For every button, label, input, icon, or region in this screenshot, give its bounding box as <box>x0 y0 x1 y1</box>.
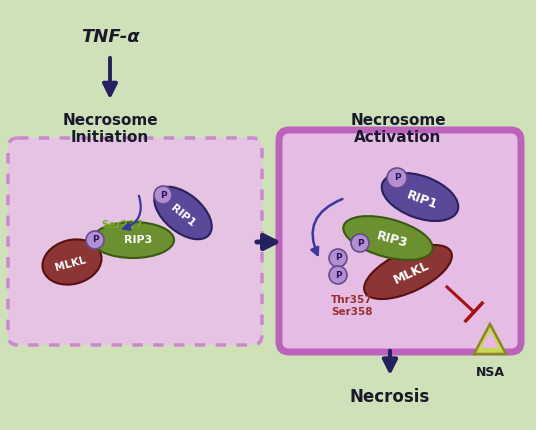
Polygon shape <box>474 324 506 354</box>
Ellipse shape <box>343 216 433 260</box>
Text: MLKL: MLKL <box>392 259 432 287</box>
Text: Necrosome
Initiation: Necrosome Initiation <box>62 113 158 145</box>
Circle shape <box>329 249 347 267</box>
Text: P: P <box>393 173 400 182</box>
Ellipse shape <box>382 173 458 221</box>
Circle shape <box>351 234 369 252</box>
Text: Necrosome
Activation: Necrosome Activation <box>350 113 446 145</box>
Ellipse shape <box>154 187 212 239</box>
Ellipse shape <box>92 222 174 258</box>
Text: Ser358: Ser358 <box>331 307 373 317</box>
Text: P: P <box>356 239 363 248</box>
Circle shape <box>154 186 172 204</box>
Ellipse shape <box>364 245 452 299</box>
Polygon shape <box>481 331 499 348</box>
Text: MLKL: MLKL <box>54 255 87 273</box>
Text: P: P <box>334 270 341 280</box>
Text: RIP1: RIP1 <box>405 188 440 212</box>
Circle shape <box>86 231 104 249</box>
Text: RIP3: RIP3 <box>124 235 152 245</box>
Text: P: P <box>334 254 341 262</box>
Circle shape <box>387 168 407 188</box>
FancyBboxPatch shape <box>279 130 521 352</box>
Text: P: P <box>92 236 98 245</box>
Text: Thr357: Thr357 <box>331 295 373 305</box>
Text: P: P <box>160 190 166 200</box>
Text: Ser227: Ser227 <box>101 220 143 230</box>
Circle shape <box>329 266 347 284</box>
Text: Necrosis: Necrosis <box>350 388 430 406</box>
Text: TNF-α: TNF-α <box>81 28 139 46</box>
Text: RIP1: RIP1 <box>169 203 197 229</box>
Text: NSA: NSA <box>475 366 504 379</box>
FancyBboxPatch shape <box>8 138 262 345</box>
Ellipse shape <box>42 240 101 285</box>
Text: RIP3: RIP3 <box>375 230 409 250</box>
